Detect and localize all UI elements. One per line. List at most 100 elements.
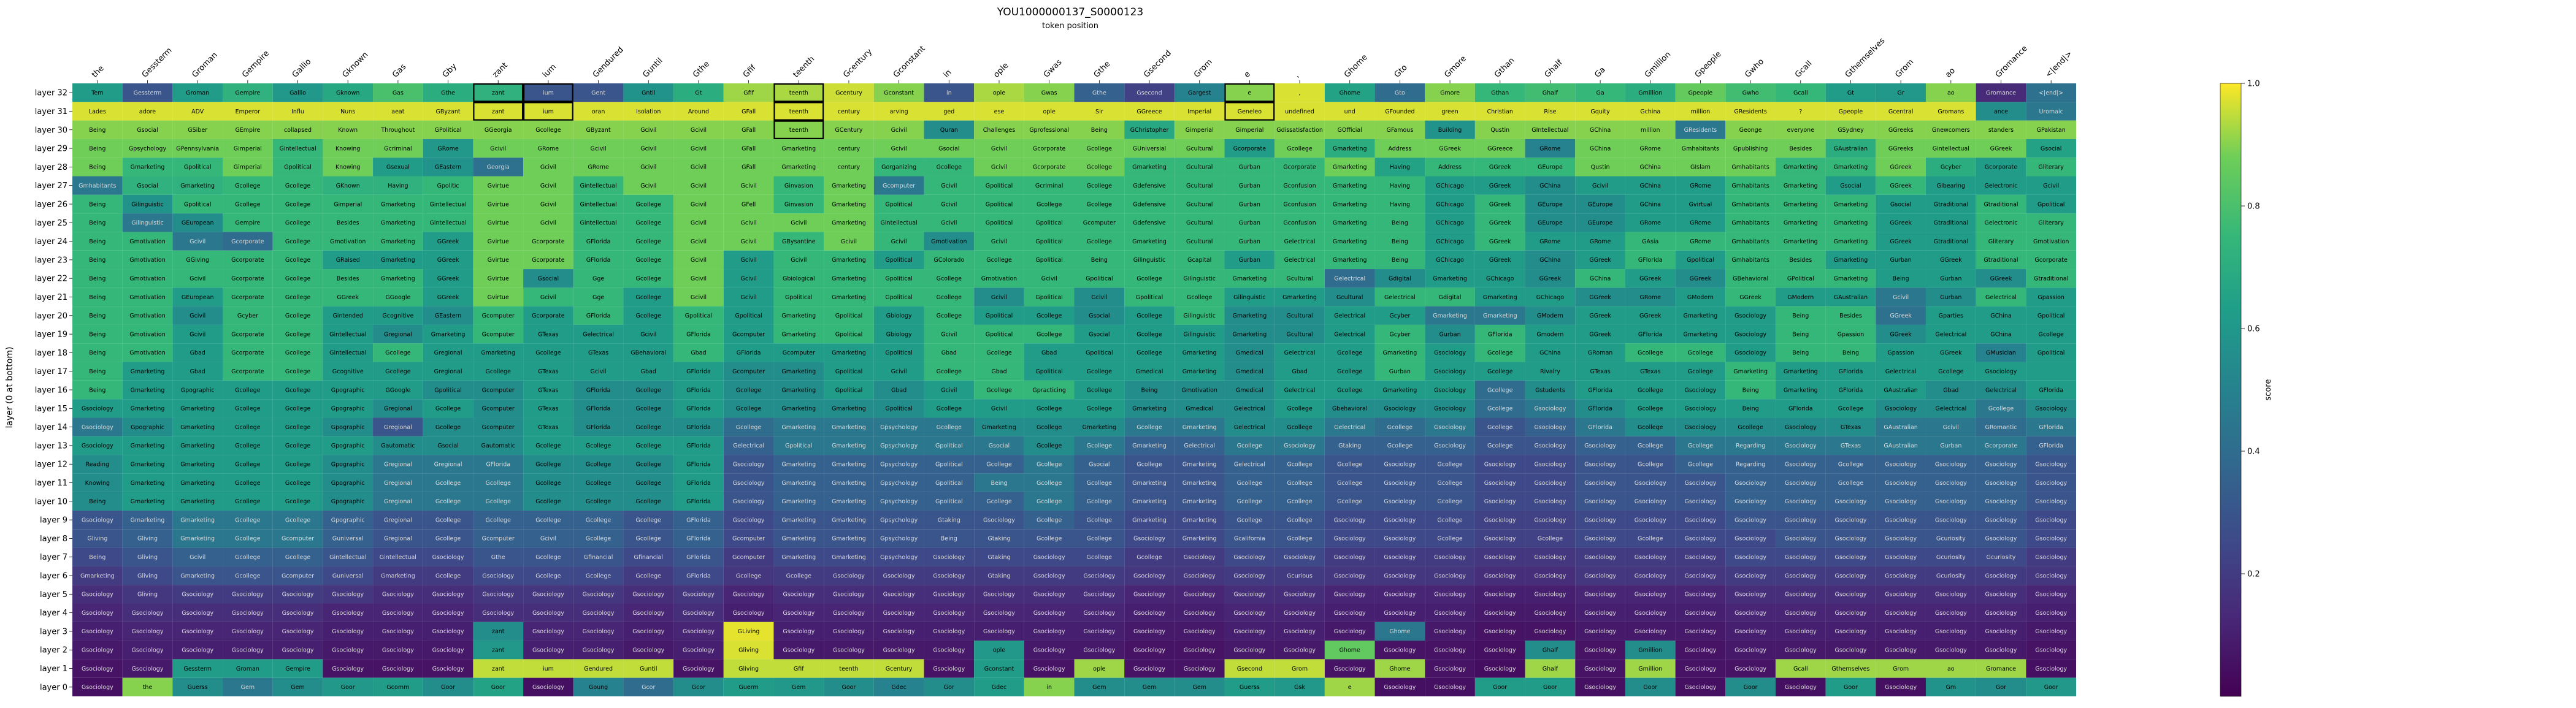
heatmap-cell bbox=[1876, 492, 1926, 511]
heatmap-cell bbox=[1876, 139, 1926, 158]
heatmap-cell bbox=[1575, 324, 1625, 344]
heatmap-cell bbox=[824, 677, 874, 696]
cell-label: Gmarketing bbox=[781, 536, 816, 542]
y-tick-label: layer 3 bbox=[40, 627, 67, 636]
cell-label: Ginvasion bbox=[784, 201, 813, 208]
cell-label: Gsociology bbox=[532, 647, 564, 654]
heatmap-cell bbox=[423, 102, 473, 121]
cell-label: Gurban bbox=[1439, 331, 1460, 338]
heatmap-cell bbox=[723, 455, 774, 474]
cell-label: Gmarketing bbox=[381, 220, 415, 227]
cell-label: GEurope bbox=[1538, 201, 1563, 208]
heatmap-cell bbox=[272, 566, 323, 585]
cell-label: Gt bbox=[1847, 89, 1854, 96]
cell-label: Gimperial bbox=[234, 145, 262, 152]
heatmap-cell bbox=[1575, 641, 1625, 660]
cell-label: Quran bbox=[940, 127, 958, 134]
heatmap-cell bbox=[1124, 343, 1175, 362]
cell-label: Gmarketing bbox=[781, 498, 816, 505]
cell-label: Gcivil bbox=[691, 238, 707, 245]
heatmap-cell bbox=[1525, 83, 1576, 102]
cell-label: Gsociology bbox=[2035, 406, 2067, 413]
cell-label: Gcomputer bbox=[783, 350, 815, 357]
heatmap-cell bbox=[974, 250, 1024, 270]
cell-label: Gcollege bbox=[435, 424, 461, 431]
cell-label: GFlorida bbox=[586, 387, 611, 394]
cell-label: Gcollege bbox=[1037, 443, 1062, 449]
heatmap-cell bbox=[323, 324, 374, 344]
cell-label: Gmarketing bbox=[180, 406, 215, 413]
heatmap-cell bbox=[1474, 287, 1525, 306]
heatmap-cell bbox=[2026, 194, 2076, 214]
cell-label: Gcollege bbox=[235, 536, 261, 542]
cell-label: zant bbox=[492, 666, 505, 672]
heatmap-cell bbox=[323, 287, 374, 306]
heatmap-cell bbox=[1675, 677, 1726, 696]
cell-label: Gsociology bbox=[1184, 628, 1216, 635]
heatmap-cell bbox=[473, 343, 524, 362]
heatmap-cell bbox=[1425, 641, 1475, 660]
y-tick-label: layer 23 bbox=[35, 256, 67, 265]
heatmap-cell bbox=[573, 380, 624, 400]
heatmap-cell bbox=[1775, 436, 1826, 455]
heatmap-cell bbox=[1124, 213, 1175, 232]
heatmap-cell bbox=[122, 269, 173, 288]
cell-label: Gsociology bbox=[232, 628, 264, 635]
heatmap-cell bbox=[72, 324, 123, 344]
heatmap-cell bbox=[824, 510, 874, 530]
heatmap-cell bbox=[873, 194, 924, 214]
cell-label: Gmore bbox=[1440, 89, 1460, 96]
heatmap-cell bbox=[974, 492, 1024, 511]
heatmap-cell bbox=[1074, 622, 1125, 641]
heatmap-cell bbox=[1024, 269, 1075, 288]
x-tick-label: Gas bbox=[391, 63, 408, 80]
cell-label: GGreece bbox=[1137, 108, 1162, 115]
cell-label: Gilinguistic bbox=[1183, 275, 1216, 282]
heatmap-cell bbox=[1174, 510, 1225, 530]
cell-label: Gregional bbox=[384, 536, 412, 542]
cell-label: GChina bbox=[1590, 275, 1611, 282]
heatmap-cell bbox=[1275, 622, 1325, 641]
cell-label: Gsociology bbox=[1684, 406, 1716, 413]
heatmap-cell bbox=[1625, 510, 1676, 530]
heatmap-cell bbox=[1474, 510, 1525, 530]
cell-label: Gsociology bbox=[1434, 443, 1466, 449]
heatmap-cell bbox=[1775, 176, 1826, 195]
heatmap-cell bbox=[172, 492, 223, 511]
cell-label: GChicago bbox=[1436, 201, 1464, 208]
cell-label: Gmarketing bbox=[1333, 145, 1367, 152]
heatmap-cell bbox=[673, 380, 724, 400]
heatmap-cell bbox=[773, 603, 824, 622]
heatmap-cell bbox=[1124, 287, 1175, 306]
cell-label: Gsociology bbox=[1735, 554, 1766, 561]
heatmap-cell bbox=[1625, 343, 1676, 362]
heatmap-cell bbox=[523, 455, 573, 474]
cell-label: Gmarketing bbox=[832, 443, 866, 449]
cell-label: Gem bbox=[1192, 684, 1206, 691]
heatmap-cell bbox=[373, 380, 423, 400]
cell-label: Gelectronic bbox=[1984, 220, 2017, 227]
heatmap-cell bbox=[373, 343, 423, 362]
heatmap-cell bbox=[1275, 566, 1325, 585]
heatmap-cell bbox=[1575, 158, 1625, 177]
heatmap-cell bbox=[1275, 510, 1325, 530]
heatmap-cell bbox=[974, 455, 1024, 474]
heatmap-cell bbox=[773, 232, 824, 251]
heatmap-cell bbox=[1976, 455, 2026, 474]
cell-label: Gsociology bbox=[1985, 536, 2017, 542]
cell-label: Gmhabitants bbox=[1731, 257, 1769, 264]
heatmap-cell bbox=[323, 417, 374, 436]
heatmap-cell bbox=[122, 566, 173, 585]
heatmap-cell bbox=[1625, 659, 1676, 678]
heatmap-cell bbox=[223, 641, 273, 660]
heatmap-cell bbox=[323, 399, 374, 418]
cell-label: Gor bbox=[1996, 684, 2006, 691]
heatmap-cell bbox=[924, 269, 975, 288]
cell-label: Gmhabitants bbox=[1731, 183, 1769, 189]
cell-label: Gmarketing bbox=[381, 201, 415, 208]
cell-label: ao bbox=[1947, 89, 1955, 96]
cell-label: Gcivil bbox=[691, 201, 707, 208]
cell-label: Gpolitical bbox=[2037, 201, 2065, 208]
heatmap-cell bbox=[824, 194, 874, 214]
cell-label: Gcivil bbox=[841, 238, 857, 245]
